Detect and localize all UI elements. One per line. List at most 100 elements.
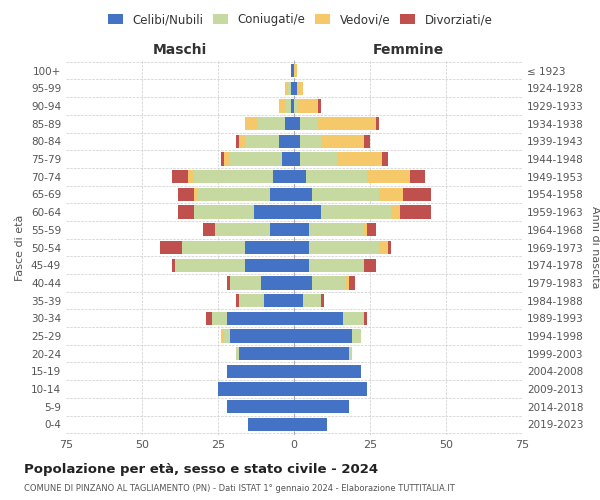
Bar xyxy=(194,170,273,183)
Bar xyxy=(175,258,245,272)
Bar xyxy=(367,170,410,183)
Bar xyxy=(224,152,230,166)
Bar xyxy=(227,312,294,325)
Bar xyxy=(322,134,364,148)
Bar xyxy=(379,188,403,201)
Bar xyxy=(309,223,364,236)
Bar xyxy=(257,117,285,130)
Bar xyxy=(379,241,388,254)
Bar xyxy=(306,170,367,183)
Bar xyxy=(203,223,215,236)
Bar xyxy=(227,276,230,289)
Bar xyxy=(239,134,245,148)
Bar xyxy=(178,206,194,219)
Bar xyxy=(337,152,382,166)
Bar xyxy=(410,170,425,183)
Bar xyxy=(260,276,294,289)
Bar xyxy=(291,82,294,95)
Bar xyxy=(312,188,379,201)
Bar xyxy=(312,276,346,289)
Bar xyxy=(294,188,312,201)
Bar xyxy=(254,206,294,219)
Bar xyxy=(294,134,300,148)
Bar xyxy=(245,258,294,272)
Bar xyxy=(227,400,294,413)
Bar xyxy=(218,382,294,396)
Bar xyxy=(182,241,245,254)
Y-axis label: Fasce di età: Fasce di età xyxy=(16,214,25,280)
Bar xyxy=(294,312,343,325)
Bar xyxy=(367,223,376,236)
Bar xyxy=(160,241,182,254)
Legend: Celibi/Nubili, Coniugati/e, Vedovi/e, Divorziati/e: Celibi/Nubili, Coniugati/e, Vedovi/e, Di… xyxy=(103,8,497,31)
Bar xyxy=(239,347,294,360)
Bar xyxy=(224,330,230,342)
Bar xyxy=(309,241,379,254)
Bar xyxy=(322,294,325,307)
Bar xyxy=(294,400,349,413)
Bar xyxy=(294,206,322,219)
Text: COMUNE DI PINZANO AL TAGLIAMENTO (PN) - Dati ISTAT 1° gennaio 2024 - Elaborazion: COMUNE DI PINZANO AL TAGLIAMENTO (PN) - … xyxy=(24,484,455,493)
Bar xyxy=(364,223,367,236)
Bar xyxy=(245,241,294,254)
Bar xyxy=(245,134,279,148)
Bar xyxy=(294,223,309,236)
Bar xyxy=(300,152,337,166)
Bar xyxy=(352,330,361,342)
Bar xyxy=(178,188,194,201)
Bar xyxy=(364,134,370,148)
Bar xyxy=(285,100,291,112)
Bar xyxy=(236,134,239,148)
Bar xyxy=(364,312,367,325)
Bar xyxy=(294,170,306,183)
Bar xyxy=(279,100,285,112)
Bar xyxy=(294,241,309,254)
Bar xyxy=(300,117,319,130)
Bar xyxy=(285,82,288,95)
Bar xyxy=(206,312,212,325)
Bar xyxy=(400,206,431,219)
Bar xyxy=(343,312,364,325)
Bar xyxy=(230,276,260,289)
Bar xyxy=(294,258,309,272)
Bar xyxy=(319,117,376,130)
Y-axis label: Anni di nascita: Anni di nascita xyxy=(590,206,600,289)
Bar xyxy=(382,152,388,166)
Bar xyxy=(288,82,291,95)
Bar xyxy=(221,330,224,342)
Text: Maschi: Maschi xyxy=(153,44,207,58)
Bar xyxy=(391,206,400,219)
Bar xyxy=(212,312,227,325)
Bar xyxy=(294,330,352,342)
Bar xyxy=(346,276,349,289)
Bar xyxy=(215,223,269,236)
Bar xyxy=(294,152,300,166)
Bar xyxy=(294,276,312,289)
Bar xyxy=(376,117,379,130)
Bar xyxy=(319,100,322,112)
Bar xyxy=(297,100,319,112)
Bar xyxy=(230,152,282,166)
Bar xyxy=(230,330,294,342)
Bar xyxy=(236,347,239,360)
Bar xyxy=(309,258,364,272)
Bar xyxy=(269,188,294,201)
Bar xyxy=(194,188,197,201)
Bar xyxy=(285,117,294,130)
Bar xyxy=(364,258,376,272)
Bar xyxy=(245,117,257,130)
Bar xyxy=(172,170,188,183)
Bar xyxy=(294,347,349,360)
Text: Femmine: Femmine xyxy=(373,44,443,58)
Bar xyxy=(300,134,322,148)
Bar xyxy=(269,223,294,236)
Bar xyxy=(291,64,294,77)
Bar xyxy=(188,170,194,183)
Bar xyxy=(248,418,294,431)
Bar xyxy=(282,152,294,166)
Bar xyxy=(172,258,175,272)
Bar xyxy=(294,294,303,307)
Bar xyxy=(349,347,352,360)
Bar xyxy=(294,117,300,130)
Bar xyxy=(349,276,355,289)
